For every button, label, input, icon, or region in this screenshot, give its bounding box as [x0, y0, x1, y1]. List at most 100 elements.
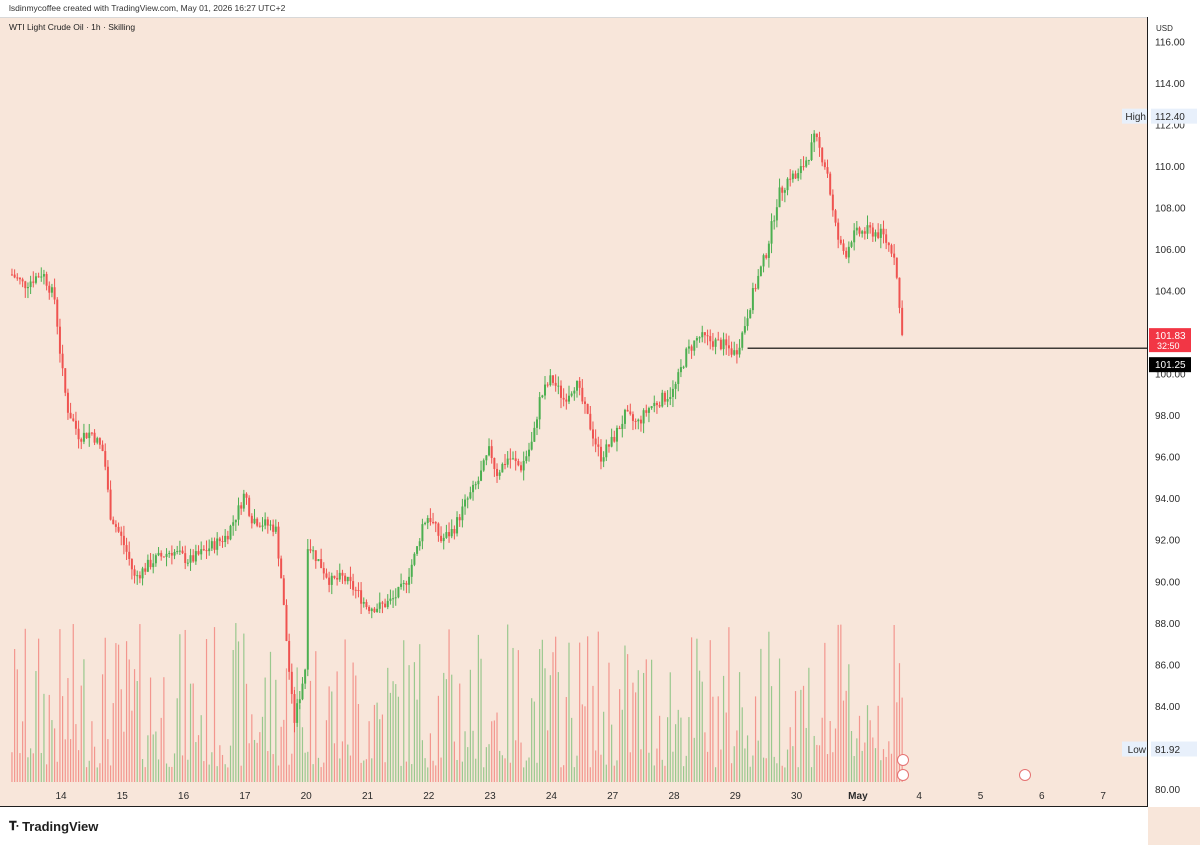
volume-bar: [267, 751, 269, 782]
y-tick-label: 114.00: [1155, 79, 1185, 90]
volume-bar: [829, 720, 831, 782]
candle-body: [786, 178, 789, 191]
volume-bar: [224, 764, 226, 782]
candle-body: [546, 384, 549, 386]
volume-bar: [651, 659, 653, 782]
volume-bar: [568, 642, 570, 782]
volume-bar: [629, 752, 631, 782]
volume-bar: [437, 695, 439, 782]
lightning-event-icon[interactable]: [897, 754, 909, 766]
y-tick-label: 98.00: [1155, 411, 1180, 422]
candle-body: [304, 669, 307, 684]
volume-bar: [656, 748, 658, 782]
time-scale: [0, 807, 1148, 845]
volume-bar: [536, 762, 538, 782]
volume-bar: [653, 765, 655, 782]
volume-bar: [517, 650, 519, 782]
volume-bar: [419, 644, 421, 782]
volume-bar: [728, 627, 730, 782]
candle-body: [186, 562, 189, 564]
x-tick-label: 29: [730, 791, 742, 802]
volume-bar: [685, 755, 687, 782]
candle-body: [815, 133, 818, 138]
y-tick-label: 86.00: [1155, 660, 1180, 671]
candle-body: [895, 257, 898, 278]
volume-bar: [40, 752, 42, 782]
candle-body: [735, 350, 738, 355]
candle-body: [861, 231, 864, 234]
low-value-bg: [1151, 741, 1197, 757]
volume-bar: [595, 750, 597, 782]
candle-body: [711, 341, 714, 347]
volume-bar: [736, 730, 738, 782]
volume-bar: [443, 672, 445, 782]
candle-body: [13, 274, 16, 278]
candle-body: [528, 449, 531, 457]
volume-bar: [395, 684, 397, 782]
volume-bar: [608, 662, 610, 782]
volume-bar: [477, 634, 479, 782]
volume-bar: [352, 662, 354, 782]
volume-bar: [709, 640, 711, 782]
volume-bar: [133, 669, 136, 782]
volume-bar: [363, 760, 365, 782]
volume-bar: [667, 717, 669, 782]
candle-body: [871, 227, 874, 237]
volume-bar: [424, 758, 426, 782]
x-tick-label: 24: [546, 791, 558, 802]
volume-bar: [845, 690, 847, 782]
candle-body: [477, 480, 480, 485]
symbol-title[interactable]: WTI Light Crude Oil · 1h · Skilling: [9, 22, 136, 32]
candle-body: [413, 553, 416, 565]
volume-bar: [400, 765, 402, 782]
candle-body: [522, 460, 525, 471]
candle-body: [280, 558, 283, 579]
candle-body: [120, 531, 123, 536]
volume-bar: [778, 658, 781, 782]
candle-body: [765, 255, 768, 258]
volume-bar: [272, 754, 274, 782]
volume-bar: [253, 739, 256, 782]
volume-bar: [141, 759, 144, 782]
candle-body: [226, 535, 229, 540]
volume-bar: [435, 765, 437, 782]
volume-bar: [680, 717, 682, 782]
volume-bar: [421, 740, 424, 782]
volume-bar: [741, 707, 743, 782]
volume-bar: [624, 645, 626, 782]
candle-body: [770, 221, 773, 244]
candle-body: [381, 602, 384, 604]
candle-body: [826, 167, 829, 174]
volume-bar: [896, 702, 898, 782]
volume-bar: [592, 685, 594, 782]
volume-bar: [184, 629, 186, 782]
volume-bar: [408, 665, 410, 782]
volume-bar: [453, 741, 455, 782]
candle-body: [133, 569, 136, 576]
volume-bar: [648, 752, 650, 782]
candle-body: [695, 337, 698, 341]
price-scale: [1148, 17, 1200, 807]
us-flag-event-icon[interactable]: [1019, 769, 1031, 781]
us-flag-event-icon[interactable]: [897, 769, 909, 781]
volume-bar: [672, 751, 674, 782]
last-price-box: [1149, 328, 1191, 353]
candle-body: [125, 545, 128, 552]
volume-bar: [571, 717, 573, 782]
y-tick-label: 92.00: [1155, 536, 1180, 547]
volume-bar: [331, 691, 333, 782]
volume-bar: [46, 764, 48, 782]
candle-body: [440, 535, 443, 542]
candle-body: [789, 178, 792, 180]
candle-body: [362, 602, 365, 604]
volume-bar: [208, 764, 210, 782]
volume-bar: [720, 749, 722, 782]
volume-bar: [149, 677, 152, 782]
candle-body: [666, 398, 669, 402]
tradingview-logo[interactable]: 𝐓∙ TradingView: [9, 819, 98, 834]
volume-bar: [379, 719, 381, 782]
volume-bar: [493, 720, 495, 782]
volume-bar: [770, 686, 773, 782]
volume-bar: [544, 668, 546, 782]
